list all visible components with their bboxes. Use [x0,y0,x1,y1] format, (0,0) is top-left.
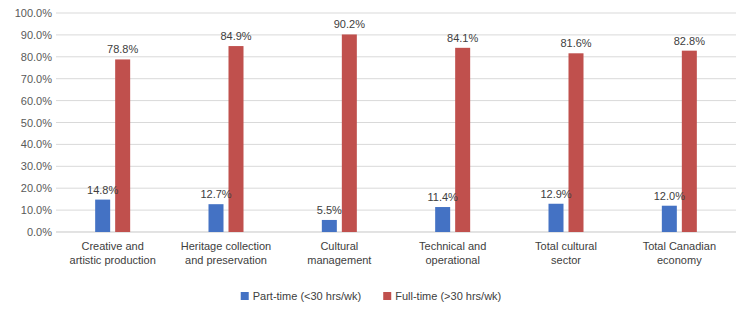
chart-svg: 0.0% 10.0% 20.0% 30.0% 40.0% 50.0% 60.0% 70.0% 8… [0,0,742,314]
legend-item: Full-time (>30 hrs/wk) [383,290,501,302]
y-tick-label: 100.0% [15,7,53,19]
data-label: 11.4% [427,191,458,203]
bar [549,204,564,232]
legend-label: Part-time (<30 hrs/wk) [253,290,362,302]
x-tick-label-line: Total Canadian [643,240,716,252]
data-label: 84.9% [220,30,251,42]
y-tick-label: 20.0% [21,182,52,194]
x-tick-label-line: Creative and [81,240,143,252]
data-label: 12.9% [540,188,571,200]
data-label: 81.6% [560,37,591,49]
x-tick-label: Cultural management [307,240,371,266]
data-label: 82.8% [674,35,705,47]
grid-line [56,100,736,101]
x-tick-label-line: and preservation [185,254,267,266]
grid-line [56,56,736,57]
y-tick-label: 80.0% [21,51,52,63]
y-tick-label: 70.0% [21,73,52,85]
bar [115,59,130,232]
legend-item: Part-time (<30 hrs/wk) [241,290,362,302]
grid-line [56,210,736,211]
x-tick-label-line: Technical and [419,240,486,252]
y-tick-label: 40.0% [21,138,52,150]
x-tick-label: Creative and artistic production [70,240,156,266]
legend: Part-time (<30 hrs/wk) Full-time (>30 hrs… [241,290,502,302]
bar [229,46,244,232]
x-tick-label: Technical and operational [419,240,486,266]
data-label: 90.2% [334,18,365,30]
bar [455,48,470,232]
x-tick-label: Total Canadian economy [643,240,716,266]
grid-line [56,78,736,79]
legend-label: Full-time (>30 hrs/wk) [395,290,501,302]
grid-line [56,34,736,35]
grid-line [56,122,736,123]
bar [209,204,224,232]
data-label: 12.7% [200,188,231,200]
grid-line [56,13,736,14]
x-tick-label-line: sector [551,254,581,266]
data-labels: 14.8% 12.7% 5.5% 11.4% 12.9% 12.0% 78.8% 84.9% 9… [87,18,705,215]
data-label: 14.8% [87,184,118,196]
y-tick-label: 50.0% [21,117,52,129]
legend-swatch [241,292,249,300]
x-tick-label-line: management [307,254,371,266]
grid-line [56,144,736,145]
bar [682,51,697,232]
y-tick-label: 30.0% [21,160,52,172]
y-tick-label: 10.0% [21,204,52,216]
bar [435,207,450,232]
x-tick-label-line: Total cultural [535,240,597,252]
x-tick-label-line: Cultural [320,240,358,252]
chart-container: 0.0% 10.0% 20.0% 30.0% 40.0% 50.0% 60.0% 70.0% 8… [0,0,742,314]
x-tick-label-line: operational [425,254,479,266]
grid-line [56,166,736,167]
grid-line [56,188,736,189]
x-tick-label: Total cultural sector [535,240,597,266]
bars [95,34,697,232]
x-tick-label: Heritage collection and preservation [181,240,272,266]
bar [95,200,110,232]
x-tick-label-line: artistic production [70,254,156,266]
legend-swatch [383,292,391,300]
data-label: 12.0% [654,190,685,202]
x-axis-line [56,232,736,233]
bar [322,220,337,232]
y-tick-label: 0.0% [27,226,52,238]
data-label: 5.5% [317,204,342,216]
grid-line [56,232,736,233]
bar [569,53,584,232]
data-label: 84.1% [447,32,478,44]
bar [342,34,357,232]
y-tick-label: 60.0% [21,95,52,107]
x-tick-label-line: Heritage collection [181,240,272,252]
y-tick-label: 90.0% [21,29,52,41]
bar [662,206,677,232]
data-label: 78.8% [107,43,138,55]
x-tick-label-line: economy [657,254,702,266]
grid [56,13,736,232]
